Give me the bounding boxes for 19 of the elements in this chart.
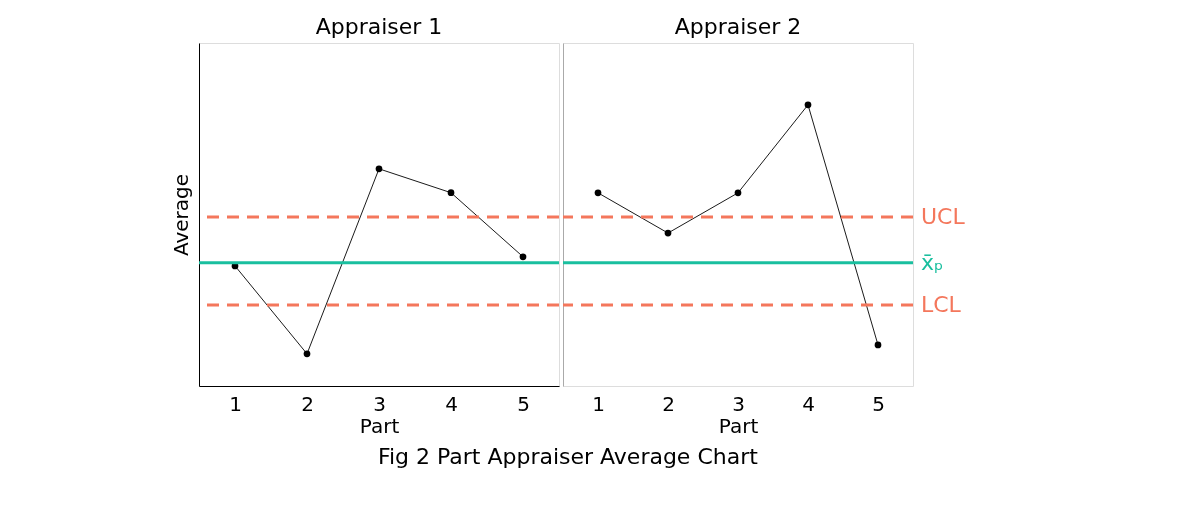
ref-line-label: LCL xyxy=(921,292,962,318)
x-tick-label: 4 xyxy=(445,391,458,416)
x-tick-label: 2 xyxy=(662,391,675,416)
x-tick-label: 1 xyxy=(229,391,242,416)
x-tick-label: 2 xyxy=(301,391,314,416)
chart-title: Appraiser 2 xyxy=(674,14,802,39)
ref-line-label: x̄ₚ xyxy=(921,249,944,275)
x-axis-title: Part xyxy=(359,413,400,438)
x-tick-label: 5 xyxy=(517,391,530,416)
x-tick-label: 3 xyxy=(732,391,745,416)
x-tick-label: 5 xyxy=(872,391,885,416)
x-tick-label: 3 xyxy=(373,391,386,416)
caption: Fig 2 Part Appraiser Average Chart xyxy=(377,443,759,469)
x-axis-title: Part xyxy=(718,413,759,438)
x-tick-label: 4 xyxy=(802,391,815,416)
chart-title: Appraiser 1 xyxy=(315,14,443,39)
y-axis-title: Average xyxy=(168,173,193,257)
ref-line-label: UCL xyxy=(921,204,966,230)
x-tick-label: 1 xyxy=(592,391,605,416)
